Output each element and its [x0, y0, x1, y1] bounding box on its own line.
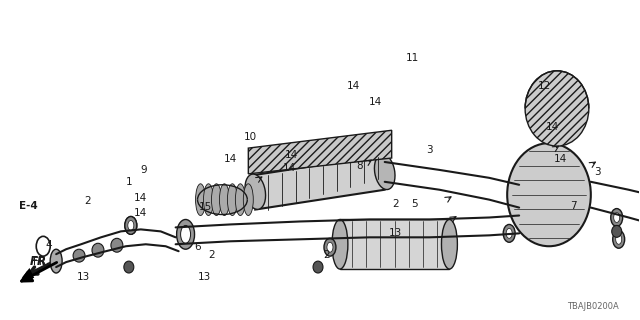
- Ellipse shape: [236, 184, 245, 215]
- Text: 13: 13: [388, 228, 402, 238]
- Ellipse shape: [220, 184, 229, 215]
- Ellipse shape: [611, 209, 623, 227]
- Text: 14: 14: [546, 122, 559, 132]
- Text: 10: 10: [243, 132, 257, 142]
- Text: 13: 13: [197, 272, 211, 282]
- Text: 14: 14: [284, 150, 298, 160]
- Ellipse shape: [525, 71, 589, 146]
- Ellipse shape: [211, 184, 221, 215]
- Ellipse shape: [227, 184, 237, 215]
- Text: 14: 14: [347, 81, 360, 92]
- Ellipse shape: [204, 184, 214, 215]
- Ellipse shape: [614, 212, 620, 222]
- Ellipse shape: [73, 249, 85, 262]
- Ellipse shape: [125, 217, 137, 234]
- Ellipse shape: [506, 228, 512, 238]
- Ellipse shape: [124, 261, 134, 273]
- Ellipse shape: [616, 234, 621, 244]
- Ellipse shape: [36, 236, 50, 256]
- Ellipse shape: [374, 154, 395, 189]
- Text: FR.: FR.: [30, 255, 52, 268]
- Ellipse shape: [503, 224, 515, 242]
- Text: 14: 14: [133, 193, 147, 203]
- Text: 7: 7: [570, 201, 577, 211]
- Text: 2: 2: [392, 199, 399, 209]
- Text: 3: 3: [426, 145, 433, 155]
- Ellipse shape: [327, 242, 333, 252]
- Polygon shape: [255, 155, 385, 210]
- Text: 14: 14: [133, 208, 147, 218]
- Ellipse shape: [442, 220, 458, 269]
- Ellipse shape: [243, 184, 253, 215]
- Polygon shape: [340, 220, 449, 269]
- Text: 3: 3: [594, 167, 600, 177]
- Ellipse shape: [507, 143, 591, 246]
- Text: 14: 14: [554, 154, 567, 164]
- Ellipse shape: [111, 238, 123, 252]
- Text: 2: 2: [323, 250, 330, 260]
- Text: 1: 1: [125, 177, 132, 187]
- Ellipse shape: [92, 243, 104, 257]
- Ellipse shape: [128, 220, 134, 230]
- Ellipse shape: [245, 174, 266, 209]
- Text: 2: 2: [209, 250, 215, 260]
- Ellipse shape: [313, 261, 323, 273]
- Text: 12: 12: [538, 81, 551, 92]
- Ellipse shape: [125, 217, 137, 234]
- Text: 6: 6: [195, 242, 201, 252]
- Ellipse shape: [177, 220, 195, 249]
- Ellipse shape: [180, 225, 191, 243]
- Text: 14: 14: [224, 154, 237, 164]
- Ellipse shape: [196, 184, 205, 215]
- Text: 14: 14: [369, 97, 383, 107]
- Polygon shape: [248, 130, 392, 174]
- Ellipse shape: [332, 220, 348, 269]
- Text: 9: 9: [140, 164, 147, 174]
- Ellipse shape: [50, 249, 62, 273]
- Text: 2: 2: [84, 196, 91, 206]
- Text: 4: 4: [46, 240, 52, 250]
- Text: 13: 13: [76, 272, 90, 282]
- Text: 11: 11: [406, 53, 419, 63]
- Ellipse shape: [324, 238, 336, 256]
- Text: 14: 14: [282, 163, 296, 173]
- Text: 8: 8: [356, 161, 364, 171]
- Ellipse shape: [612, 230, 625, 248]
- Text: 15: 15: [198, 202, 212, 212]
- Text: E-4: E-4: [19, 201, 38, 211]
- Text: FR.: FR.: [33, 257, 49, 267]
- Ellipse shape: [612, 225, 621, 237]
- Text: 5: 5: [411, 199, 418, 209]
- Text: TBAJB0200A: TBAJB0200A: [567, 302, 619, 311]
